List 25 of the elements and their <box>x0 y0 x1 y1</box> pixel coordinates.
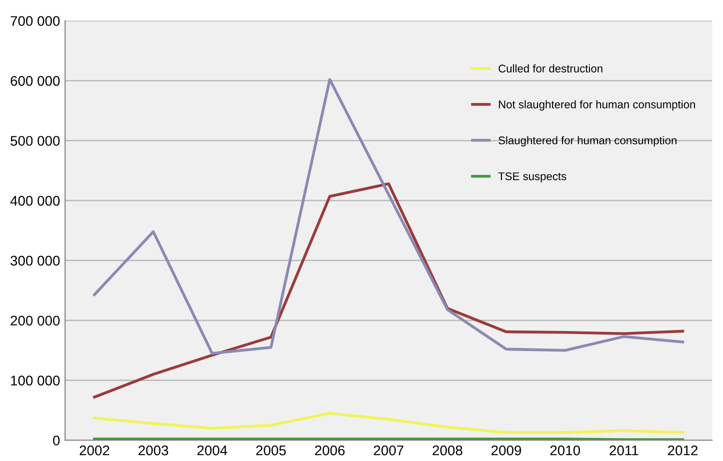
y-tick-label: 200 000 <box>10 316 60 326</box>
line-series <box>93 182 684 398</box>
x-tick-label: 2008 <box>432 445 462 456</box>
x-tick-label: 2012 <box>668 445 698 456</box>
legend-label: Slaughtered for human consumption <box>498 136 676 146</box>
x-tick-label: 2005 <box>256 445 286 456</box>
x-tick-label: 2007 <box>374 445 404 456</box>
y-tick-label: 500 000 <box>10 136 60 146</box>
y-tick-label: 100 000 <box>11 376 60 386</box>
x-tick-label: 2010 <box>550 445 580 456</box>
x-tick-label: 2004 <box>197 445 228 456</box>
x-tick-label: 2006 <box>315 445 345 456</box>
x-tick-label: 2003 <box>138 445 168 456</box>
y-tick-label: 600 000 <box>10 76 60 86</box>
legend-label: Not slaughtered for human consumption <box>498 100 695 111</box>
x-tick-label: 2011 <box>610 445 638 456</box>
legend-label: TSE suspects <box>498 172 566 182</box>
y-tick-label: 0 <box>53 436 60 446</box>
x-tick-label: 2002 <box>80 445 110 456</box>
legend-label: Culled for destruction <box>498 64 602 72</box>
y-tick-label: 400 000 <box>10 196 60 206</box>
x-tick-label: 2009 <box>492 445 522 456</box>
y-tick-label: 700 000 <box>10 16 60 26</box>
y-tick-label: 300 000 <box>10 256 60 266</box>
line-series <box>93 412 684 434</box>
